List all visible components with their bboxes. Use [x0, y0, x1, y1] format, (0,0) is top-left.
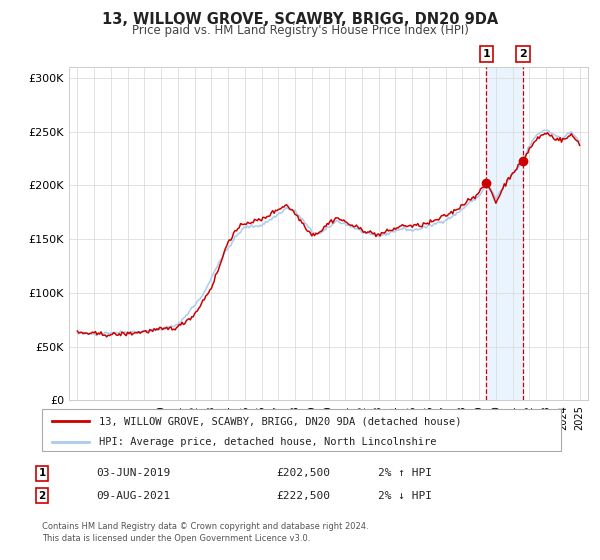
Text: 1: 1 — [38, 468, 46, 478]
Text: Price paid vs. HM Land Registry's House Price Index (HPI): Price paid vs. HM Land Registry's House … — [131, 24, 469, 36]
Bar — [486, 67, 523, 400]
Text: 1: 1 — [482, 49, 490, 59]
Text: Contains HM Land Registry data © Crown copyright and database right 2024.: Contains HM Land Registry data © Crown c… — [42, 522, 368, 531]
Text: 13, WILLOW GROVE, SCAWBY, BRIGG, DN20 9DA (detached house): 13, WILLOW GROVE, SCAWBY, BRIGG, DN20 9D… — [99, 417, 461, 426]
Text: 03-JUN-2019: 03-JUN-2019 — [96, 468, 170, 478]
Text: 2: 2 — [38, 491, 46, 501]
Text: HPI: Average price, detached house, North Lincolnshire: HPI: Average price, detached house, Nort… — [99, 437, 437, 447]
Text: £222,500: £222,500 — [276, 491, 330, 501]
Text: 2% ↑ HPI: 2% ↑ HPI — [378, 468, 432, 478]
Text: 13, WILLOW GROVE, SCAWBY, BRIGG, DN20 9DA: 13, WILLOW GROVE, SCAWBY, BRIGG, DN20 9D… — [102, 12, 498, 27]
Text: This data is licensed under the Open Government Licence v3.0.: This data is licensed under the Open Gov… — [42, 534, 310, 543]
Text: 2: 2 — [519, 49, 527, 59]
Text: 2% ↓ HPI: 2% ↓ HPI — [378, 491, 432, 501]
Text: £202,500: £202,500 — [276, 468, 330, 478]
Text: 09-AUG-2021: 09-AUG-2021 — [96, 491, 170, 501]
